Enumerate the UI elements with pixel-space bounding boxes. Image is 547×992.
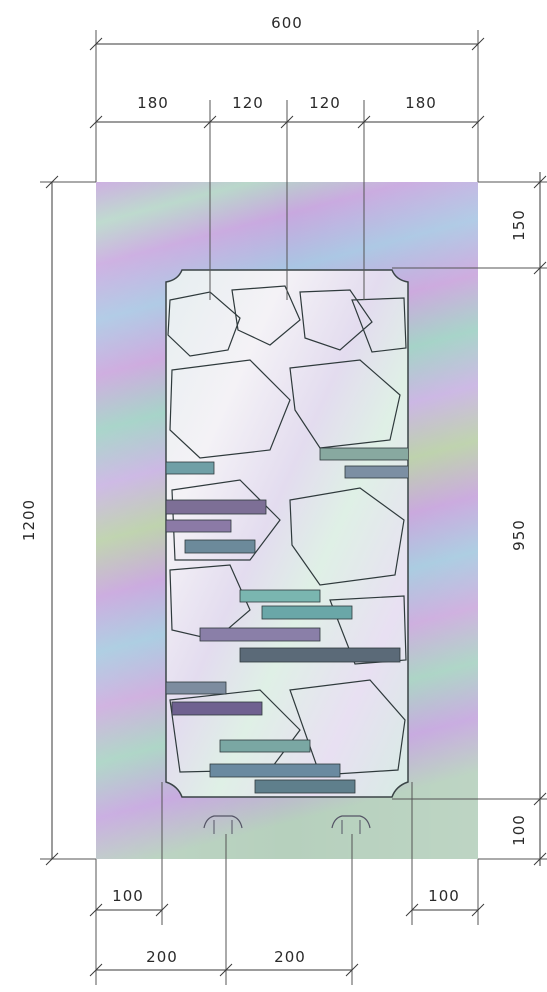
lamp-spacing-label: 200 bbox=[274, 948, 306, 966]
segment-2-label: 120 bbox=[232, 94, 264, 112]
left-dimension-lines bbox=[40, 175, 96, 866]
segment-4-label: 180 bbox=[405, 94, 437, 112]
bottom-dimension-lines bbox=[89, 782, 485, 985]
brick-group bbox=[166, 447, 408, 794]
lamp-right-icon bbox=[331, 815, 371, 834]
right-margin-label: 100 bbox=[428, 887, 460, 905]
top-dimension-lines bbox=[89, 30, 485, 300]
segment-3-label: 120 bbox=[309, 94, 341, 112]
bottom-margin-label: 100 bbox=[510, 814, 528, 846]
stone-panel bbox=[165, 269, 409, 798]
lamp-left-icon bbox=[203, 815, 243, 834]
left-margin-label: 100 bbox=[112, 887, 144, 905]
segment-1-label: 180 bbox=[137, 94, 169, 112]
right-dimension-lines bbox=[392, 172, 547, 866]
panel-height-label: 950 bbox=[510, 519, 528, 551]
overall-height-label: 1200 bbox=[20, 499, 38, 541]
overall-width-label: 600 bbox=[271, 14, 303, 32]
lamp-offset-label: 200 bbox=[146, 948, 178, 966]
top-margin-label: 150 bbox=[510, 209, 528, 241]
